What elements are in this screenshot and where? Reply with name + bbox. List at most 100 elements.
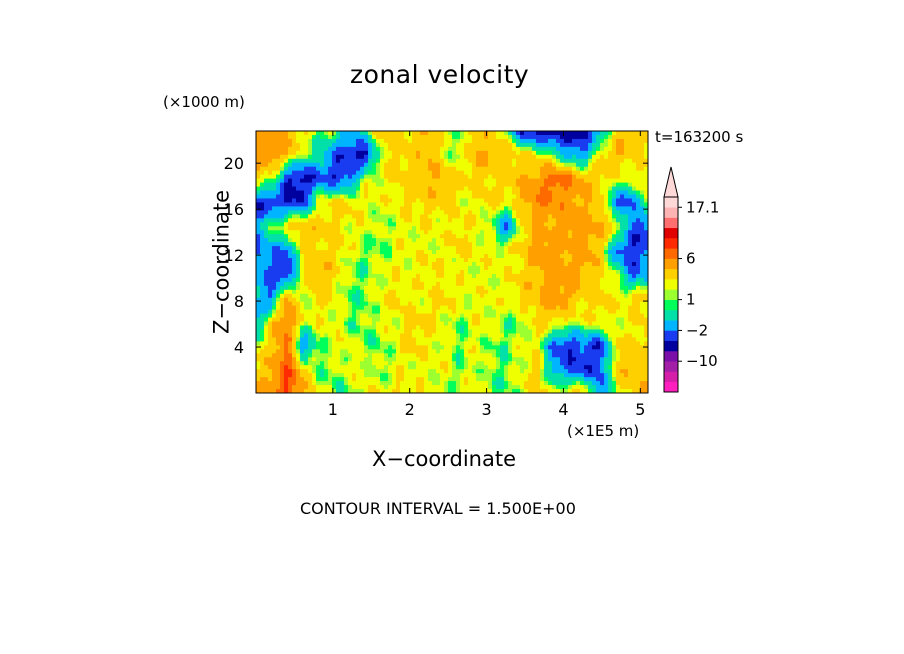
contour-cell [308, 166, 313, 172]
contour-cell [432, 194, 437, 200]
contour-cell [516, 265, 521, 271]
contour-cell [632, 230, 637, 235]
contour-cell [392, 265, 397, 271]
contour-cell [352, 230, 357, 235]
contour-cell [504, 182, 509, 188]
contour-cell [260, 218, 265, 223]
contour-cell [400, 277, 405, 283]
contour-cell [624, 142, 629, 148]
contour-cell [552, 305, 557, 311]
contour-cell [592, 142, 597, 148]
contour-cell [344, 218, 349, 223]
contour-cell [360, 194, 365, 200]
contour-cell [396, 262, 401, 267]
contour-cell [404, 131, 409, 136]
contour-cell [520, 238, 525, 243]
contour-cell [600, 238, 605, 243]
contour-cell [636, 321, 641, 327]
contour-cell [408, 258, 413, 263]
contour-cell [476, 329, 481, 335]
contour-cell [364, 317, 369, 323]
contour-cell [492, 305, 497, 311]
contour-cell [296, 138, 301, 144]
contour-cell [312, 222, 317, 227]
contour-cell [332, 222, 337, 227]
contour-cell [400, 190, 405, 196]
contour-cell [480, 238, 485, 243]
contour-cell [612, 262, 617, 267]
contour-cell [620, 242, 625, 247]
contour-cell [372, 262, 377, 267]
contour-cell [416, 258, 421, 263]
contour-cell [500, 289, 505, 295]
contour-cell [456, 154, 461, 160]
contour-cell [256, 138, 261, 144]
contour-cell [472, 329, 477, 335]
contour-cell [532, 146, 537, 152]
contour-cell [268, 170, 273, 176]
contour-cell [368, 305, 373, 311]
contour-cell [464, 170, 469, 176]
contour-cell [368, 218, 373, 223]
contour-cell [476, 269, 481, 275]
contour-cell [436, 285, 441, 291]
contour-cell [460, 238, 465, 243]
contour-cell [396, 246, 401, 251]
contour-cell [508, 230, 513, 235]
contour-cell [592, 329, 597, 335]
contour-cell [624, 273, 629, 279]
contour-cell [336, 170, 341, 176]
contour-cell [596, 178, 601, 184]
contour-cell [288, 190, 293, 196]
contour-cell [268, 305, 273, 311]
contour-cell [488, 186, 493, 192]
contour-cell [460, 317, 465, 323]
contour-cell [264, 170, 269, 176]
contour-cell [536, 190, 541, 196]
contour-cell [352, 158, 357, 164]
contour-cell [272, 131, 277, 136]
contour-cell [472, 186, 477, 192]
contour-cell [344, 277, 349, 283]
contour-cell [528, 285, 533, 291]
contour-cell [564, 325, 569, 331]
contour-cell [316, 242, 321, 247]
contour-cell [632, 134, 637, 140]
contour-cell [324, 317, 329, 323]
contour-cell [620, 174, 625, 180]
contour-cell [332, 178, 337, 184]
contour-cell [600, 134, 605, 140]
contour-cell [320, 190, 325, 196]
contour-cell [552, 178, 557, 184]
contour-cell [388, 142, 393, 148]
contour-cell [428, 325, 433, 331]
contour-cell [384, 329, 389, 335]
contour-cell [444, 166, 449, 172]
contour-cell [364, 226, 369, 231]
contour-cell [508, 313, 513, 319]
contour-cell [644, 182, 648, 188]
contour-cell [460, 325, 465, 331]
contour-cell [360, 258, 365, 263]
contour-cell [472, 146, 477, 152]
contour-cell [544, 258, 549, 263]
contour-cell [496, 190, 501, 196]
contour-cell [472, 293, 477, 299]
contour-cell [420, 265, 425, 271]
contour-cell [488, 293, 493, 299]
contour-cell [420, 190, 425, 196]
contour-cell [292, 234, 297, 239]
contour-cell [508, 262, 513, 267]
contour-cell [288, 210, 293, 215]
contour-cell [588, 309, 593, 315]
contour-cell [488, 242, 493, 247]
contour-cell [316, 190, 321, 196]
contour-cell [516, 194, 521, 200]
contour-cell [348, 265, 353, 271]
contour-cell [580, 150, 585, 156]
contour-cell [256, 269, 261, 275]
contour-cell [436, 262, 441, 267]
contour-cell [520, 222, 525, 227]
contour-cell [548, 226, 553, 231]
contour-cell [444, 146, 449, 152]
